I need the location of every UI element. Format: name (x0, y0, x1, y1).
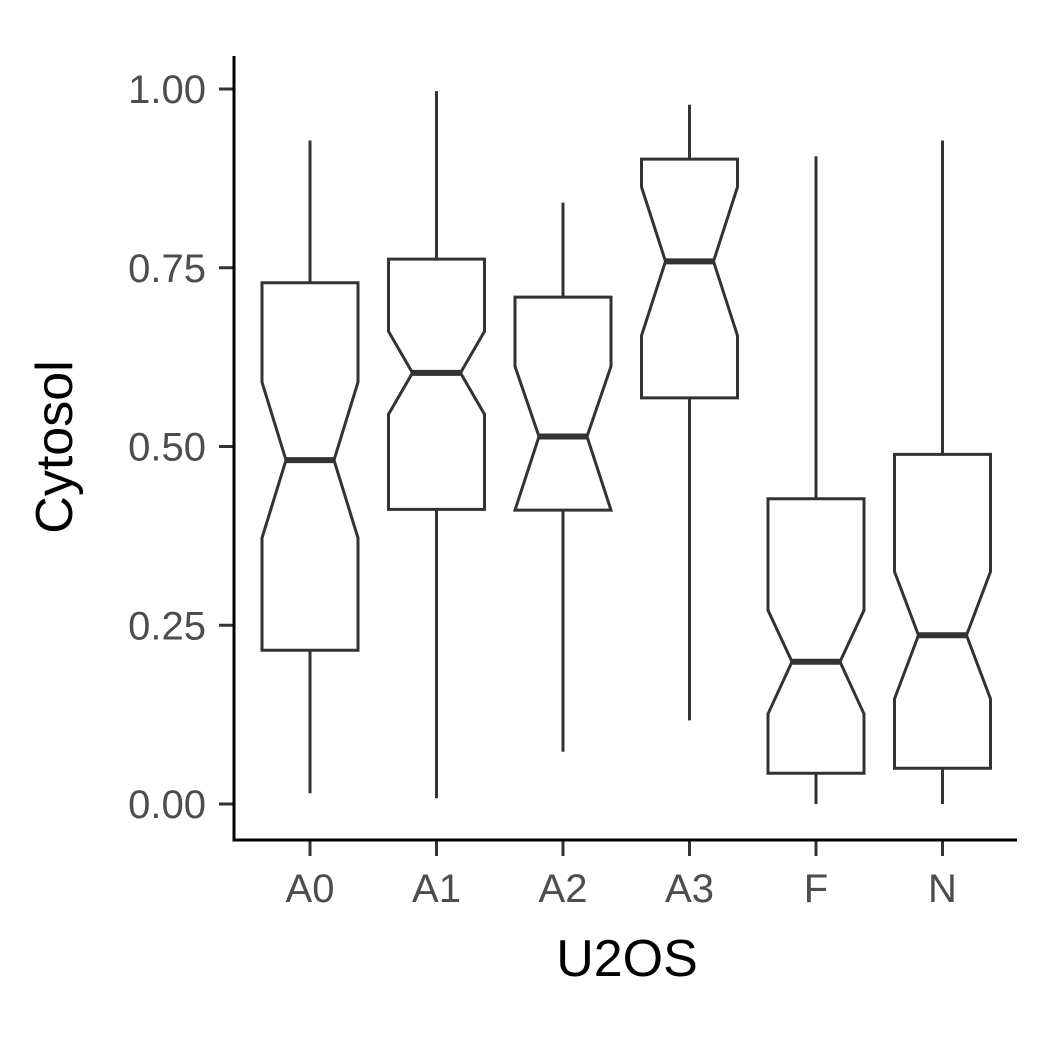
notched-box (387, 257, 486, 511)
y-tick-label: 1.00 (128, 68, 206, 112)
box-A2 (512, 202, 614, 752)
notched-box (893, 452, 992, 770)
y-tick-label: 0.25 (128, 604, 206, 648)
notched-box (640, 157, 739, 400)
y-axis-title: Cytosol (26, 360, 84, 533)
y-tick-label: 0.50 (128, 426, 206, 470)
y-axis-ticks: 0.00 0.25 0.50 0.75 1.00 (128, 68, 234, 827)
x-tick-label: A0 (286, 867, 335, 911)
box-F (766, 156, 866, 804)
notched-box (512, 295, 614, 512)
box-A1 (387, 91, 486, 799)
x-tick-label: F (804, 867, 828, 911)
boxes-layer (260, 91, 992, 804)
box-N (893, 140, 992, 804)
box-A0 (260, 140, 360, 794)
y-tick-label: 0.75 (128, 247, 206, 291)
box-A3 (640, 104, 739, 721)
x-tick-label: A1 (412, 867, 461, 911)
x-axis-ticks: A0 A1 A2 A3 F N (286, 841, 957, 911)
x-tick-label: A3 (665, 867, 714, 911)
x-tick-label: A2 (539, 867, 588, 911)
y-tick-label: 0.00 (128, 783, 206, 827)
x-axis-title: U2OS (556, 930, 698, 988)
notched-box (260, 281, 360, 652)
x-tick-label: N (928, 867, 957, 911)
notched-box (766, 497, 866, 775)
